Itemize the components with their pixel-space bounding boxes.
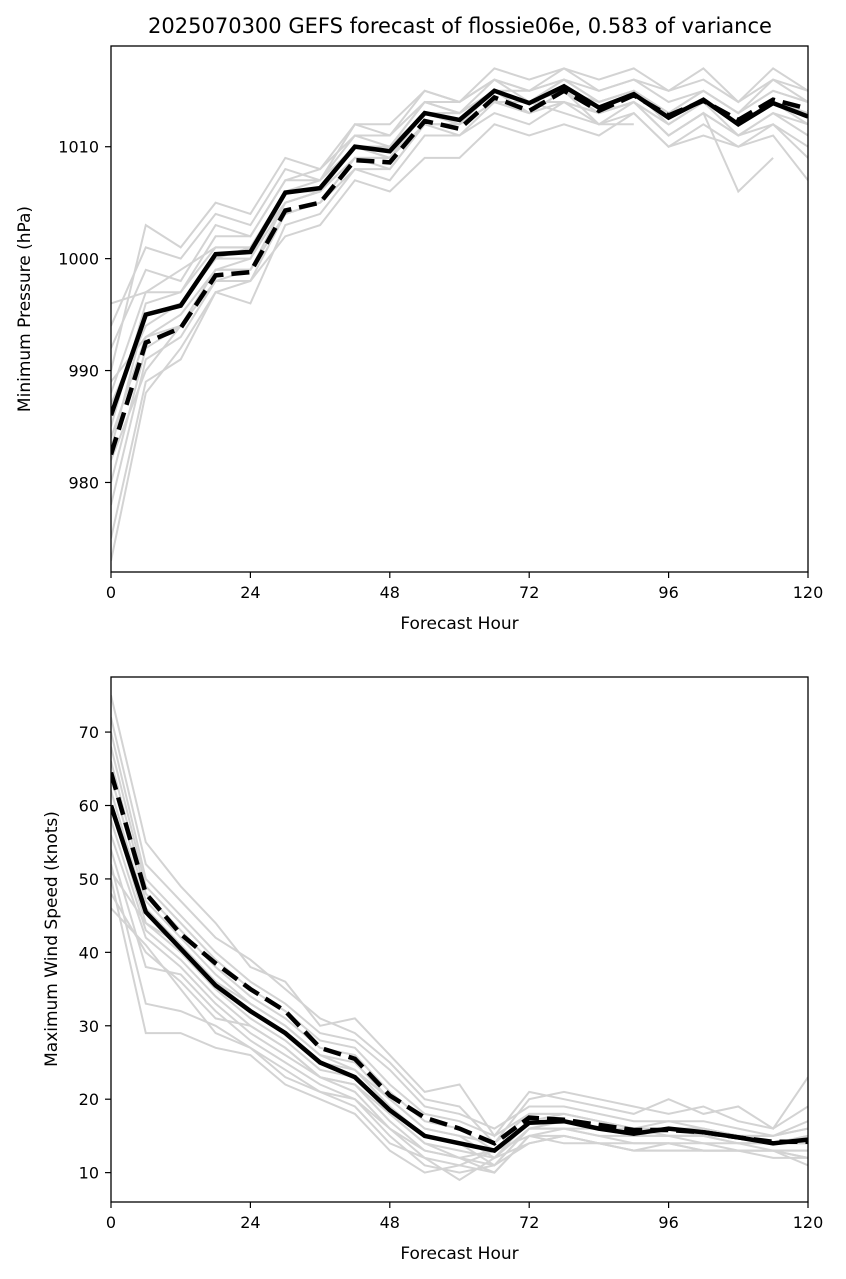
wind-y-tick-label: 70 <box>79 723 99 742</box>
pressure-y-axis-label: Minimum Pressure (hPa) <box>15 206 35 412</box>
pressure-axes-frame <box>110 45 809 573</box>
pressure-x-tick-label: 120 <box>793 583 824 602</box>
wind-x-tick-label: 24 <box>240 1213 260 1232</box>
pressure-series <box>111 83 808 456</box>
wind-member-line-8 <box>111 805 808 1159</box>
wind-x-tick-label: 96 <box>658 1213 678 1232</box>
wind-member-line-2 <box>111 717 808 1145</box>
wind-y-tick-label: 30 <box>79 1017 99 1036</box>
pressure-y-tick-label: 980 <box>68 473 99 492</box>
pressure-y-tick-label: 1010 <box>58 138 99 157</box>
chart-title: 2025070300 GEFS forecast of flossie06e, … <box>148 14 772 38</box>
wind-x-axis-label: Forecast Hour <box>400 1244 518 1264</box>
wind-y-tick-label: 40 <box>79 943 99 962</box>
wind-y-tick-label: 20 <box>79 1090 99 1109</box>
wind-x-ticks: 0 24 48 72 96 120 <box>106 1202 823 1232</box>
wind-series <box>111 771 808 1154</box>
pressure-member-line-9 <box>111 100 808 562</box>
wind-x-tick-label: 120 <box>793 1213 824 1232</box>
wind-y-tick-label: 60 <box>79 796 99 815</box>
wind-panel: 0 24 48 72 96 120 10 20 30 40 50 60 70 Forecast Hou… <box>42 676 823 1264</box>
pressure-x-tick-label: 48 <box>380 583 400 602</box>
wind-member-line-16 <box>111 871 808 1145</box>
pressure-y-tick-label: 1000 <box>58 250 99 269</box>
wind-member-line-13 <box>111 878 808 1174</box>
pressure-ensemble-members <box>111 67 808 562</box>
pressure-member-line-11 <box>111 67 808 305</box>
wind-y-tick-label: 50 <box>79 870 99 889</box>
wind-x-tick-label: 0 <box>106 1213 116 1232</box>
wind-x-tick-label: 72 <box>519 1213 539 1232</box>
pressure-member-line-10 <box>111 111 808 539</box>
wind-axes-frame <box>110 676 809 1203</box>
pressure-x-tick-label: 24 <box>240 583 260 602</box>
wind-y-axis-label: Maximum Wind Speed (knots) <box>42 811 62 1067</box>
pressure-panel: 2025070300 GEFS forecast of flossie06e, … <box>15 14 823 634</box>
pressure-y-ticks: 980 990 1000 1010 <box>58 138 111 492</box>
pressure-x-ticks: 0 24 48 72 96 120 <box>106 572 823 602</box>
wind-y-ticks: 10 20 30 40 50 60 70 <box>79 723 111 1183</box>
pressure-x-axis-label: Forecast Hour <box>400 614 518 634</box>
pressure-x-tick-label: 96 <box>658 583 678 602</box>
pressure-dashed-line <box>111 88 808 456</box>
pressure-x-tick-label: 0 <box>106 583 116 602</box>
pressure-y-tick-label: 990 <box>68 362 99 381</box>
wind-y-tick-label: 10 <box>79 1164 99 1183</box>
pressure-member-line-15 <box>111 89 774 383</box>
wind-member-line-3 <box>111 731 808 1137</box>
wind-dashed-line <box>111 771 808 1146</box>
wind-x-tick-label: 48 <box>380 1213 400 1232</box>
pressure-x-tick-label: 72 <box>519 583 539 602</box>
